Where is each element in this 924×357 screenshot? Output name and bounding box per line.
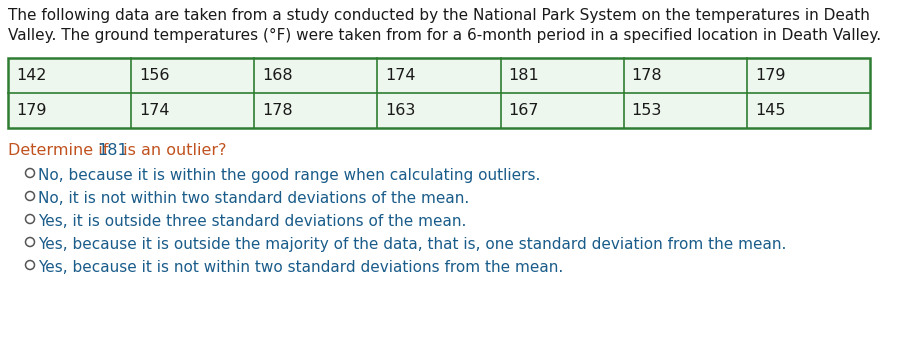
Text: No, because it is within the good range when calculating outliers.: No, because it is within the good range … xyxy=(39,168,541,183)
Bar xyxy=(8,58,870,128)
Text: 179: 179 xyxy=(755,68,785,83)
Text: 153: 153 xyxy=(632,103,663,118)
Text: 181: 181 xyxy=(508,68,540,83)
Text: Yes, because it is not within two standard deviations from the mean.: Yes, because it is not within two standa… xyxy=(39,260,564,275)
Text: Yes, it is outside three standard deviations of the mean.: Yes, it is outside three standard deviat… xyxy=(39,214,467,229)
Text: Yes, because it is outside the majority of the data, that is, one standard devia: Yes, because it is outside the majority … xyxy=(39,237,787,252)
Text: 142: 142 xyxy=(16,68,46,83)
Text: 178: 178 xyxy=(262,103,293,118)
Text: 174: 174 xyxy=(140,103,170,118)
Text: Determine if: Determine if xyxy=(8,143,114,158)
Text: The following data are taken from a study conducted by the National Park System : The following data are taken from a stud… xyxy=(8,8,869,23)
Text: 156: 156 xyxy=(140,68,170,83)
Text: No, it is not within two standard deviations of the mean.: No, it is not within two standard deviat… xyxy=(39,191,469,206)
Text: 179: 179 xyxy=(16,103,46,118)
Text: 167: 167 xyxy=(508,103,539,118)
Bar xyxy=(8,58,870,128)
Text: 163: 163 xyxy=(385,103,416,118)
Text: 174: 174 xyxy=(385,68,416,83)
Text: 145: 145 xyxy=(755,103,785,118)
Text: is an outlier?: is an outlier? xyxy=(118,143,227,158)
Text: 181: 181 xyxy=(98,143,128,158)
Text: 178: 178 xyxy=(632,68,663,83)
Text: Valley. The ground temperatures (°F) were taken from for a 6-month period in a s: Valley. The ground temperatures (°F) wer… xyxy=(8,28,881,43)
Text: 168: 168 xyxy=(262,68,293,83)
